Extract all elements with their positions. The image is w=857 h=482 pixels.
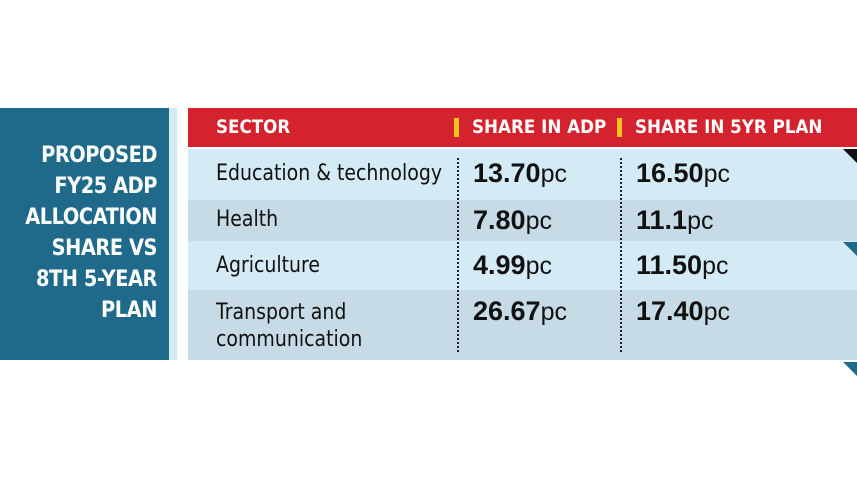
column-divider <box>457 158 459 352</box>
adp-share-value: 4.99 <box>473 250 526 280</box>
table-row: Education & technology 13.70pc 16.50pc <box>188 149 857 200</box>
corner-marker <box>843 242 857 256</box>
title-line: ALLOCATION <box>25 205 157 230</box>
sector-cell: Education & technology <box>216 160 442 187</box>
adp-share-cell: 26.67pc <box>473 296 567 327</box>
corner-marker <box>843 149 857 163</box>
adp-share-cell: 4.99pc <box>473 250 552 281</box>
plan-share-cell: 16.50pc <box>636 158 730 189</box>
adp-share-cell: 7.80pc <box>473 205 552 236</box>
plan-share-cell: 11.50pc <box>636 250 728 281</box>
unit-label: pc <box>525 207 552 235</box>
plan-share-value: 11.50 <box>636 250 703 280</box>
adp-share-value: 13.70 <box>473 158 541 188</box>
title-line: 8TH 5-YEAR <box>35 267 157 292</box>
title-line: SHARE VS <box>51 236 158 261</box>
sector-cell: Agriculture <box>216 252 320 279</box>
sector-cell: Health <box>216 206 278 233</box>
column-header-sector: SECTOR <box>216 116 291 138</box>
column-header-share-plan: SHARE IN 5YR PLAN <box>635 116 823 138</box>
title-line: PROPOSED <box>41 143 157 168</box>
plan-share-cell: 11.1pc <box>636 205 713 236</box>
plan-share-value: 17.40 <box>636 296 704 326</box>
table-row: Transport and communication 26.67pc 17.4… <box>188 290 857 360</box>
adp-share-value: 26.67 <box>473 296 541 326</box>
sector-label: Transport and <box>216 300 347 325</box>
sector-label: Agriculture <box>216 253 321 278</box>
sector-cell: Transport and communication <box>216 299 362 353</box>
header-separator <box>454 118 459 137</box>
chart-title: PROPOSED FY25 ADP ALLOCATION SHARE VS 8T… <box>12 140 157 326</box>
sector-label: communication <box>216 327 363 352</box>
unit-label: pc <box>702 252 729 280</box>
header-separator <box>617 118 622 137</box>
sector-label: Education & technology <box>216 161 443 186</box>
sector-label: Health <box>216 207 279 232</box>
adp-share-cell: 13.70pc <box>473 158 567 189</box>
unit-label: pc <box>687 207 714 235</box>
table-header: SECTOR SHARE IN ADP SHARE IN 5YR PLAN <box>188 108 857 147</box>
title-line: FY25 ADP <box>54 174 158 199</box>
title-accent-strip <box>169 108 177 360</box>
plan-share-value: 11.1 <box>636 205 688 235</box>
unit-label: pc <box>540 298 567 326</box>
column-header-share-adp: SHARE IN ADP <box>472 116 607 138</box>
adp-share-value: 7.80 <box>473 205 526 235</box>
unit-label: pc <box>703 160 730 188</box>
title-panel: PROPOSED FY25 ADP ALLOCATION SHARE VS 8T… <box>0 108 177 360</box>
corner-marker <box>843 362 857 376</box>
table-row: Health 7.80pc 11.1pc <box>188 200 857 241</box>
column-divider <box>620 158 622 352</box>
table-row: Agriculture 4.99pc 11.50pc <box>188 241 857 290</box>
title-line: PLAN <box>101 298 157 323</box>
unit-label: pc <box>703 298 730 326</box>
plan-share-value: 16.50 <box>636 158 704 188</box>
plan-share-cell: 17.40pc <box>636 296 730 327</box>
unit-label: pc <box>540 160 567 188</box>
unit-label: pc <box>525 252 552 280</box>
